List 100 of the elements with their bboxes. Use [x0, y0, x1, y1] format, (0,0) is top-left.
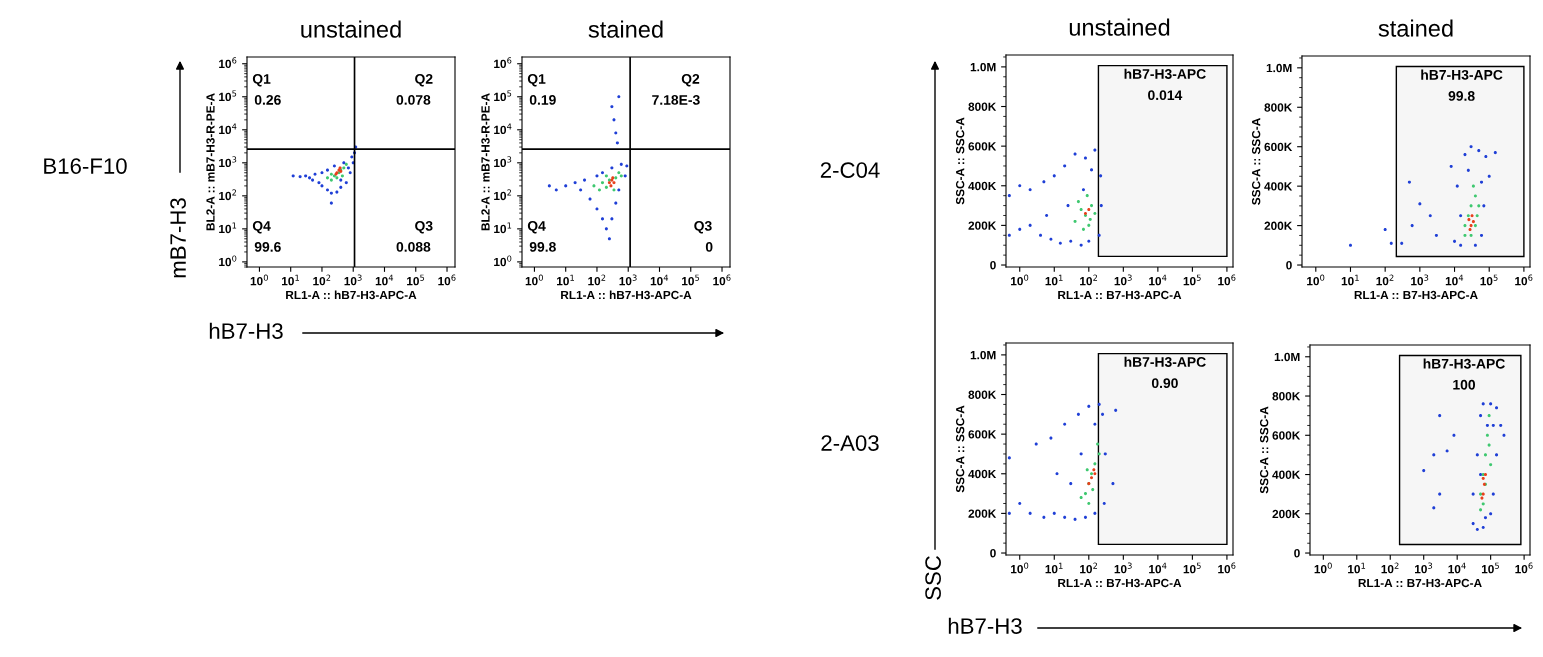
x-tick-label: 10$^{5}$	[1183, 562, 1201, 574]
y-tick-label: 800K	[1264, 103, 1293, 112]
x-tick-label: 10$^{2}$	[588, 274, 606, 286]
y-tick-label: 0	[990, 261, 996, 270]
y-tick-label: 1.0M	[970, 350, 996, 360]
x-tick-label: 10$^{0}$	[1011, 274, 1029, 286]
text: hB7-H3	[209, 322, 283, 339]
y-tick-label: 800K	[968, 102, 997, 111]
x-tick-label: 10$^{4}$	[375, 274, 394, 286]
x-tick-label: 10$^{6}$	[713, 274, 731, 286]
y-tick-label: 10$^{1}$	[494, 222, 512, 234]
x-tick-label: 10$^{2}$	[1376, 274, 1394, 286]
text: SSC	[925, 556, 941, 600]
x-tick-label: 10$^{1}$	[1348, 562, 1366, 574]
annotation: 0.90	[1151, 378, 1178, 389]
y-tick-label: 10$^{4}$	[494, 123, 512, 135]
x-tick-label: 10$^{3}$	[1415, 562, 1433, 574]
x-tick-label: 10$^{2}$	[1381, 562, 1399, 574]
y-tick-label: 400K	[1264, 182, 1293, 191]
text: 2-C04	[820, 162, 880, 178]
y-axis-title: SSC-A :: SSC-A	[1251, 118, 1261, 205]
x-tick-label: 10$^{0}$	[1314, 562, 1332, 574]
x-tick-label: 10$^{3}$	[1114, 562, 1132, 574]
x-axis-title: RL1-A :: hB7-H3-APC-A	[286, 290, 417, 300]
y-tick-label: 10$^{1}$	[219, 222, 237, 234]
y-tick-label: 200K	[968, 221, 997, 230]
y-tick-label: 1.0M	[970, 62, 996, 72]
y-tick-label: 10$^{3}$	[219, 156, 237, 168]
annotation: Q2	[415, 73, 433, 87]
x-tick-label: 10$^{4}$	[1448, 562, 1466, 574]
x-tick-label: 10$^{1}$	[557, 274, 574, 286]
x-tick-label: 10$^{3}$	[344, 274, 362, 286]
annotation: Q1	[252, 73, 271, 87]
chart-title: unstained	[301, 20, 401, 38]
text: B16-F10	[44, 158, 127, 174]
x-tick-label: 10$^{1}$	[1341, 274, 1359, 286]
y-tick-label: 600K	[1264, 142, 1293, 152]
x-tick-label: 10$^{6}$	[438, 274, 456, 286]
x-axis-title: RL1-A :: hB7-H3-APC-A	[561, 290, 692, 300]
annotation: 0.19	[529, 94, 556, 105]
chart-title: unstained	[1069, 18, 1170, 36]
x-axis-title: RL1-A :: B7-H3-APC-A	[1058, 578, 1182, 588]
y-tick-label: 0	[1294, 549, 1300, 558]
y-tick-label: 10$^{5}$	[494, 90, 512, 102]
annotation: hB7-H3-APC	[1124, 356, 1206, 367]
annotation: 0.014	[1148, 90, 1183, 101]
y-tick-label: 10$^{2}$	[219, 189, 237, 201]
y-axis-title: SSC-A :: SSC-A	[955, 405, 965, 493]
y-tick-label: 10$^{2}$	[494, 189, 512, 201]
x-axis-title: RL1-A :: B7-H3-APC-A	[1058, 290, 1182, 300]
annotation: 0.078	[396, 94, 431, 105]
y-axis-title: SSC-A :: SSC-A	[1259, 406, 1269, 494]
x-tick-label: 10$^{0}$	[1011, 562, 1029, 574]
y-tick-label: 10$^{6}$	[219, 57, 237, 69]
annotation: hB7-H3-APC	[1423, 358, 1505, 369]
y-tick-label: 1.0M	[1266, 63, 1292, 73]
y-tick-label: 10$^{5}$	[219, 90, 237, 102]
y-tick-label: 600K	[1272, 431, 1301, 440]
y-axis-title: BL2-A :: mB7-H3-R-PE-A	[206, 93, 215, 231]
x-tick-label: 10$^{6}$	[1515, 562, 1533, 574]
y-tick-label: 200K	[1272, 509, 1301, 519]
annotation: Q1	[527, 73, 546, 87]
annotation: hB7-H3-APC	[1124, 68, 1206, 79]
annotation: 99.6	[254, 241, 281, 252]
x-tick-label: 10$^{4}$	[650, 274, 669, 286]
x-axis-title: RL1-A :: B7-H3-APC-A	[1358, 578, 1482, 588]
annotation: Q4	[252, 220, 271, 234]
text: 2-A03	[821, 435, 879, 451]
x-tick-label: 10$^{3}$	[1114, 274, 1132, 286]
x-tick-label: 10$^{4}$	[1149, 274, 1167, 286]
x-tick-label: 10$^{1}$	[282, 274, 299, 286]
annotation: Q3	[694, 220, 712, 234]
text: mB7-H3	[170, 198, 186, 278]
annotation: Q3	[415, 220, 433, 234]
x-tick-label: 10$^{3}$	[1411, 274, 1429, 286]
x-tick-label: 10$^{2}$	[313, 274, 331, 286]
y-tick-label: 600K	[968, 430, 997, 439]
y-tick-label: 400K	[968, 469, 997, 479]
x-tick-label: 10$^{6}$	[1515, 274, 1533, 286]
y-tick-label: 400K	[1272, 470, 1301, 479]
y-tick-label: 200K	[968, 509, 997, 518]
y-tick-label: 10$^{6}$	[494, 57, 512, 69]
x-tick-label: 10$^{0}$	[1307, 274, 1325, 286]
y-tick-label: 10$^{3}$	[494, 156, 512, 168]
x-tick-label: 10$^{6}$	[1218, 562, 1236, 574]
chart-title: stained	[1378, 19, 1453, 37]
x-tick-label: 10$^{5}$	[407, 274, 425, 286]
annotation: Q4	[527, 220, 546, 234]
y-tick-label: 200K	[1264, 221, 1293, 230]
x-tick-label: 10$^{3}$	[619, 274, 637, 286]
x-tick-label: 10$^{1}$	[1045, 274, 1063, 286]
y-tick-label: 1.0M	[1274, 352, 1300, 362]
y-tick-label: 0	[1286, 261, 1292, 270]
x-tick-label: 10$^{0}$	[525, 274, 543, 286]
annotation: 7.18E-3	[652, 94, 700, 105]
chart-title: stained	[588, 20, 663, 38]
y-tick-label: 600K	[968, 142, 997, 151]
annotation: 0	[705, 241, 713, 252]
annotation: hB7-H3-APC	[1421, 69, 1503, 80]
y-axis-title: SSC-A :: SSC-A	[955, 117, 965, 205]
